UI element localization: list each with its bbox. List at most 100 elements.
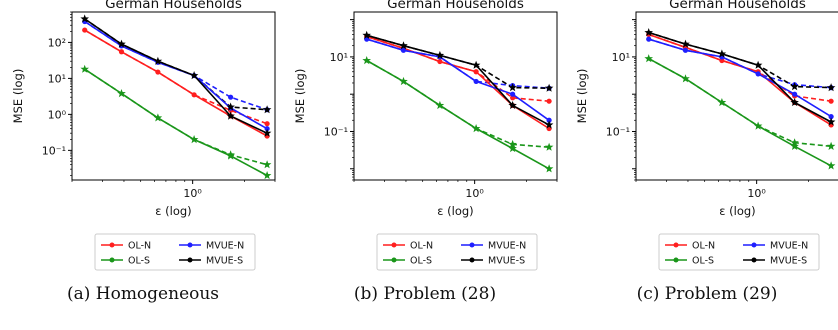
data-point-mvue-s: [153, 56, 163, 65]
data-point-mvue-n: [510, 91, 516, 97]
legend-marker: [469, 257, 475, 263]
data-point-ol-n: [191, 92, 197, 98]
legend-box: [376, 233, 538, 271]
y-tick-label: 10⁻¹: [42, 144, 66, 157]
data-point-ol-s: [362, 56, 371, 65]
y-tick-label: 10¹: [48, 72, 66, 85]
legend-label: MVUE-N: [206, 241, 244, 252]
data-point-ol-s: [226, 150, 235, 159]
data-point-mvue-n: [828, 114, 834, 120]
series-line-mvue-s: [648, 31, 832, 123]
legend-box: [94, 233, 256, 271]
legend-marker: [391, 257, 397, 263]
y-tick-label: 10⁻¹: [324, 125, 348, 138]
plot-data: [80, 14, 272, 180]
data-point-ol-s: [117, 89, 126, 98]
data-point-ol-n: [828, 98, 834, 104]
legend-marker: [391, 242, 397, 248]
y-axis-label: MSE (log): [575, 69, 589, 124]
legend-marker: [109, 242, 115, 248]
y-tick-label: 10⁰: [48, 108, 67, 121]
data-point-mvue-s: [753, 60, 763, 69]
series-line-mvue-n: [648, 38, 832, 118]
legend-marker: [673, 242, 679, 248]
data-point-ol-s: [153, 113, 163, 122]
chart-panel-2: German Households 10⁻¹ 10¹ 10⁰ ε (log) MSE (l…: [293, 0, 558, 271]
plot-data: [362, 30, 554, 173]
data-point-mvue-s: [399, 41, 408, 50]
x-axis-label: ε (log): [719, 204, 755, 218]
data-point-mvue-s: [544, 83, 554, 92]
legend-label: OL-S: [128, 256, 150, 267]
data-point-mvue-n: [755, 71, 761, 77]
data-point-mvue-s: [362, 30, 371, 39]
data-point-mvue-n: [473, 78, 479, 85]
data-point-ol-s: [644, 54, 653, 63]
x-tick-label: 10⁰: [747, 187, 766, 200]
series-line-ol-s: [648, 57, 832, 167]
chart-panel-1: German Households 10⁻¹ 10⁰ 10¹ 10² 10⁰ ε (log)…: [11, 0, 276, 271]
series-line-mvue-n: [366, 38, 550, 121]
data-point-ol-s: [790, 141, 799, 150]
x-axis-label: ε (log): [437, 204, 473, 218]
data-point-mvue-s: [262, 128, 272, 137]
caption-b: (b) Problem (28): [353, 284, 497, 304]
data-point-ol-s: [262, 160, 272, 169]
y-tick-label: 10¹: [612, 51, 630, 64]
legend: OL-N MVUE-N OL-S MVUE-S: [94, 233, 256, 271]
caption-c: (c) Problem (29): [636, 284, 778, 304]
data-point-ol-s: [471, 124, 481, 133]
chart-panel-3: German Households 10⁻¹ 10¹ 10⁰ ε (log) MSE (l…: [575, 0, 838, 271]
data-point-ol-s: [717, 98, 727, 107]
data-point-ol-n: [719, 57, 725, 64]
x-tick-label: 10⁰: [183, 187, 202, 200]
data-point-mvue-s: [435, 50, 445, 59]
data-point-mvue-s: [790, 82, 799, 91]
data-point-mvue-s: [826, 83, 836, 92]
data-point-mvue-s: [508, 83, 517, 92]
plot-area: [353, 11, 558, 181]
legend-label: MVUE-S: [770, 256, 807, 267]
data-point-mvue-s: [117, 39, 126, 48]
data-point-ol-n: [155, 69, 161, 75]
y-axis-label: MSE (log): [293, 69, 307, 124]
legend-box: [658, 233, 820, 271]
data-point-mvue-s: [717, 49, 727, 58]
caption-a: (a) Homogeneous: [66, 284, 220, 304]
data-point-ol-s: [826, 161, 836, 170]
legend-label: OL-N: [128, 241, 151, 252]
data-point-mvue-s: [226, 102, 235, 111]
chart-title: German Households: [387, 0, 524, 12]
data-point-mvue-n: [400, 47, 407, 53]
data-point-ol-s: [399, 76, 408, 86]
data-point-ol-s: [790, 138, 799, 147]
series-line-mvue-s: [366, 34, 550, 126]
data-point-ol-s: [262, 171, 272, 180]
data-point-ol-s: [80, 64, 89, 73]
chart-title: German Households: [105, 0, 242, 12]
y-axis-label: MSE (log): [11, 69, 25, 124]
plot-area: [635, 11, 838, 181]
legend-label: MVUE-N: [770, 241, 808, 252]
data-point-ol-n: [546, 98, 552, 104]
data-point-mvue-n: [546, 117, 552, 123]
y-tick-label: 10⁻¹: [606, 125, 630, 138]
data-point-mvue-s: [508, 100, 517, 110]
data-point-mvue-s: [681, 39, 690, 48]
legend-marker: [673, 257, 679, 263]
data-point-ol-s: [544, 142, 554, 151]
data-point-ol-s: [753, 121, 763, 130]
legend-label: MVUE-N: [488, 241, 526, 252]
data-point-mvue-n: [264, 126, 270, 132]
series-line-ol-s: [366, 59, 550, 170]
plot-data: [644, 28, 836, 170]
data-point-ol-s: [189, 135, 199, 144]
data-point-mvue-n: [682, 47, 689, 53]
data-point-ol-s: [544, 164, 554, 173]
data-point-ol-s: [435, 100, 445, 110]
legend-label: OL-S: [692, 256, 714, 267]
legend: OL-N MVUE-N OL-S MVUE-S: [376, 233, 538, 271]
legend-label: OL-N: [410, 241, 433, 252]
data-point-ol-n: [473, 69, 479, 75]
